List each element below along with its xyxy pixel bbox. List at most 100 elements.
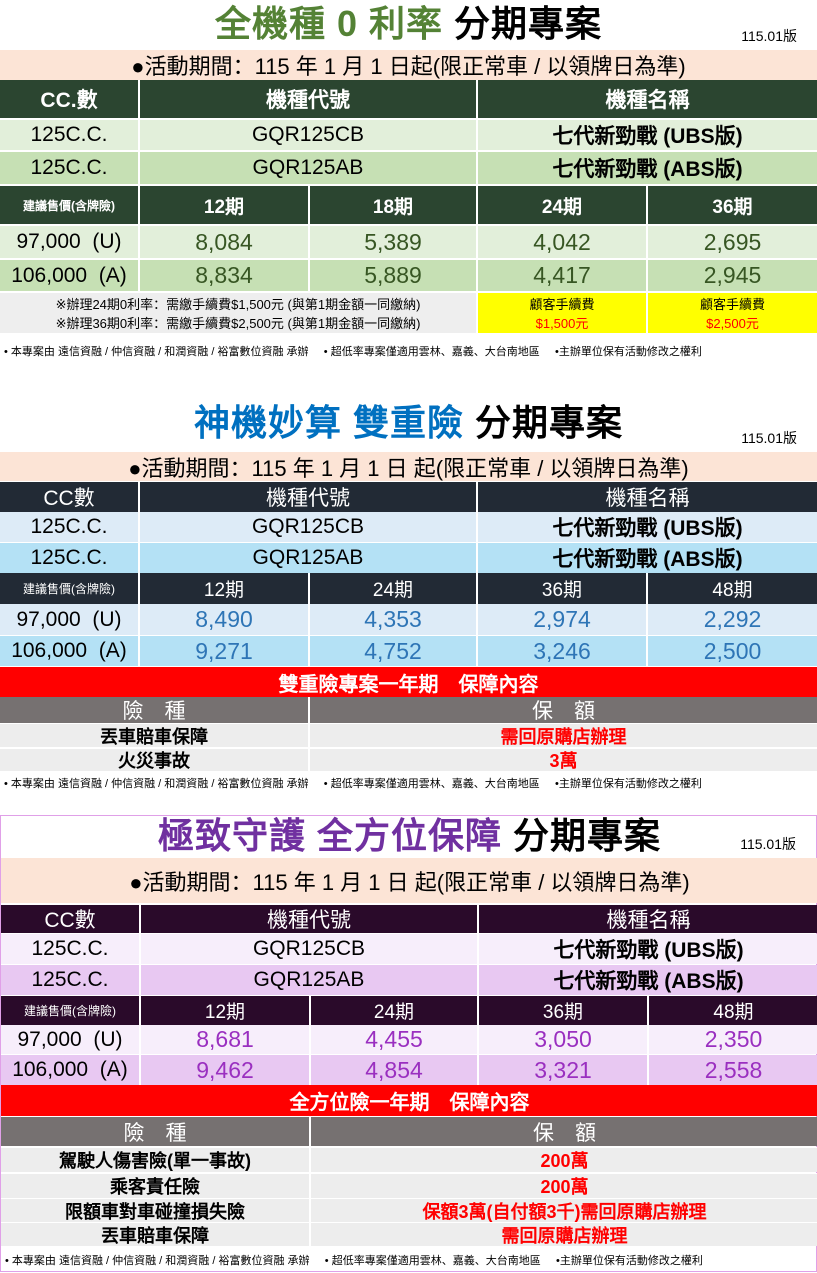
model-cell: 125C.C. (0, 152, 140, 184)
price-cell: 8,490 (140, 604, 310, 635)
model-row: 125C.C. GQR125AB 七代新勁戰 (ABS版) (0, 152, 817, 184)
price-cell: 9,271 (140, 636, 310, 666)
price-cell: 9,462 (141, 1055, 311, 1085)
insurance-cell: 需回原購店辦理 (310, 724, 817, 747)
price-cell: 2,558 (649, 1055, 817, 1085)
version-label: 115.01版 (741, 430, 797, 446)
insurance-header-cell: 保 額 (310, 697, 817, 723)
model-header-row: CC數 機種代號 機種名稱 (1, 905, 817, 933)
model-cell: 七代新勁戰 (ABS版) (479, 965, 817, 995)
model-cell: 125C.C. (1, 934, 141, 964)
header-cell: 機種名稱 (478, 80, 817, 118)
price-cell: 4,455 (311, 1025, 479, 1054)
title-text (502, 815, 513, 856)
fee-notes: ※辦理24期0利率：需繳手續費$1,500元 (與第1期金額一同繳納) ※辦理36… (0, 293, 478, 333)
price-cell: 5,389 (310, 226, 478, 258)
activity-text: ●活動期間：115 年 1 月 1 日 起(限正常車 / 以領牌日為準) (0, 452, 817, 481)
price-cell: 97,000 (U) (0, 226, 140, 258)
price-cell: 2,974 (478, 604, 648, 635)
model-header-row: CC數 機種代號 機種名稱 (0, 482, 817, 512)
price-cell: 8,084 (140, 226, 310, 258)
insurance-banner: 全方位險一年期 保障內容 (1, 1085, 817, 1116)
header-cell: 機種名稱 (478, 482, 817, 512)
insurance-row: 駕駛人傷害險(單一事故) 200萬 (1, 1147, 817, 1172)
price-row: 106,000 (A) 9,462 4,854 3,321 2,558 (1, 1055, 817, 1085)
model-cell: 七代新勁戰 (UBS版) (479, 934, 817, 964)
price-cell: 106,000 (A) (0, 636, 140, 666)
price-header-cell: 36期 (479, 996, 649, 1025)
model-header-row: CC.數 機種代號 機種名稱 (0, 80, 817, 118)
price-header-row: 建議售價(含牌險) 12期 24期 36期 48期 (0, 573, 817, 604)
price-cell: 3,246 (478, 636, 648, 666)
title-main: 分期專案 (475, 402, 624, 443)
fee-label: 顧客手續費 (529, 297, 595, 312)
activity-period: ●活動期間：115 年 1 月 1 日 起(限正常車 / 以領牌日為準) (0, 452, 817, 481)
model-cell: GQR125AB (140, 152, 478, 184)
price-header-cell: 24期 (310, 573, 478, 604)
insurance-row: 火災事故 3萬 (0, 748, 817, 771)
price-row: 97,000 (U) 8,084 5,389 4,042 2,695 (0, 226, 817, 258)
model-row: 125C.C. GQR125AB 七代新勁戰 (ABS版) (1, 965, 817, 995)
model-row: 125C.C. GQR125CB 七代新勁戰 (UBS版) (0, 512, 817, 542)
price-cell: 4,353 (310, 604, 478, 635)
insurance-cell: 保額3萬(自付額3千)需回原購店辦理 (311, 1199, 817, 1222)
insurance-cell: 200萬 (311, 1148, 817, 1172)
price-header-row: 建議售價(含牌險) 12期 24期 36期 48期 (1, 996, 817, 1025)
insurance-header-row: 險 種保 額 (0, 697, 817, 723)
fee-cell: 顧客手續費 $1,500元 (478, 293, 648, 333)
footer-text: • 本專案由 遠信資融 / 仲信資融 / 和潤資融 / 裕富數位資融 承辦 • … (4, 778, 702, 790)
insurance-header-cell: 保 額 (311, 1117, 817, 1146)
model-cell: 125C.C. (0, 512, 140, 542)
price-cell: 106,000 (A) (1, 1055, 141, 1085)
fee-note: ※辦理36期0利率：需繳手續費$2,500元 (與第1期金額一同繳納) (55, 316, 421, 331)
fee-amount: $2,500元 (706, 316, 759, 331)
insurance-banner: 雙重險專案一年期 保障內容 (0, 667, 817, 697)
insurance-banner-text: 全方位險一年期 保障內容 (1, 1085, 817, 1116)
price-row: 106,000 (A) 9,271 4,752 3,246 2,500 (0, 636, 817, 666)
price-row: 106,000 (A) 8,834 5,889 4,417 2,945 (0, 260, 817, 291)
fee-note: ※辦理24期0利率：需繳手續費$1,500元 (與第1期金額一同繳納) (55, 297, 421, 312)
title-highlight: 全機種 0 利率 (214, 3, 443, 44)
model-cell: GQR125CB (141, 934, 479, 964)
price-cell: 2,945 (648, 260, 817, 291)
fee-notes-row: ※辦理24期0利率：需繳手續費$1,500元 (與第1期金額一同繳納) ※辦理36… (0, 293, 817, 333)
price-cell: 8,834 (140, 260, 310, 291)
insurance-banner-text: 雙重險專案一年期 保障內容 (0, 667, 817, 697)
insurance-cell: 200萬 (311, 1174, 817, 1198)
model-cell: 七代新勁戰 (ABS版) (478, 152, 817, 184)
price-header-cell: 12期 (140, 186, 310, 224)
activity-period: ●活動期間：115 年 1 月 1 日 起(限正常車 / 以領牌日為準) (1, 858, 817, 903)
version-label: 115.01版 (740, 836, 796, 852)
model-cell: GQR125CB (140, 512, 478, 542)
price-cell: 4,042 (478, 226, 648, 258)
insurance-header-cell: 險 種 (1, 1117, 311, 1146)
header-cell: CC數 (1, 905, 141, 933)
insurance-cell: 丟車賠車保障 (1, 1223, 311, 1246)
price-cell: 4,752 (310, 636, 478, 666)
insurance-cell: 限額車對車碰撞損失險 (1, 1199, 311, 1222)
insurance-cell: 需回原購店辦理 (311, 1223, 817, 1246)
fee-label: 顧客手續費 (699, 297, 765, 312)
price-cell: 5,889 (310, 260, 478, 291)
header-cell: 機種名稱 (479, 905, 817, 933)
insurance-row: 丟車賠車保障 需回原購店辦理 (1, 1222, 817, 1246)
footer-notes: • 本專案由 遠信資融 / 仲信資融 / 和潤資融 / 裕富數位資融 承辦 • … (1, 1246, 817, 1273)
title-text (443, 3, 454, 44)
insurance-header-cell: 險 種 (0, 697, 310, 723)
insurance-cell: 駕駛人傷害險(單一事故) (1, 1148, 311, 1172)
insurance-cell: 乘客責任險 (1, 1174, 311, 1198)
price-header-cell: 36期 (478, 573, 648, 604)
title-text (464, 402, 475, 443)
section-2: 神機妙算 雙重險 分期專案 115.01版 ●活動期間：115 年 1 月 1 日 … (0, 395, 817, 797)
model-cell: 七代新勁戰 (UBS版) (478, 512, 817, 542)
footer-notes: • 本專案由 遠信資融 / 仲信資融 / 和潤資融 / 裕富數位資融 承辦 • … (0, 771, 817, 795)
header-cell: CC.數 (0, 80, 140, 118)
model-cell: 七代新勁戰 (ABS版) (478, 543, 817, 573)
price-header-cell: 建議售價(含牌險) (0, 573, 140, 604)
price-row: 97,000 (U) 8,681 4,455 3,050 2,350 (1, 1025, 817, 1054)
insurance-header-row: 險 種保 額 (1, 1117, 817, 1146)
price-row: 97,000 (U) 8,490 4,353 2,974 2,292 (0, 604, 817, 635)
activity-text: ●活動期間：115 年 1 月 1 日起(限正常車 / 以領牌日為準) (0, 50, 817, 80)
header-cell: CC數 (0, 482, 140, 512)
section-1: 全機種 0 利率 分期專案 115.01版 ●活動期間：115 年 1 月 1 日起… (0, 0, 817, 362)
